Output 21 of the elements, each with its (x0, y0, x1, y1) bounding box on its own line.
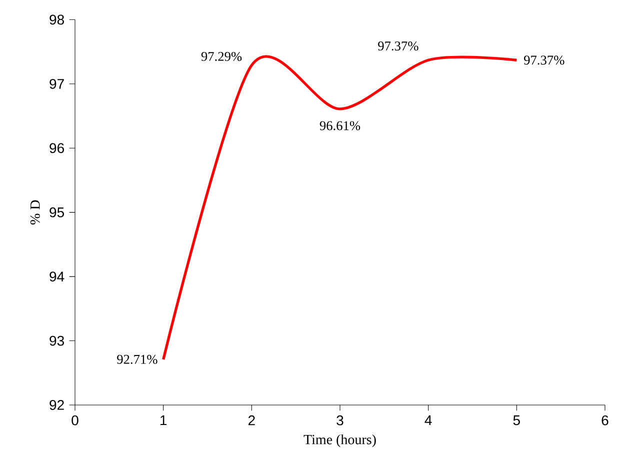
data-label: 92.71% (117, 354, 158, 364)
x-axis-title: Time (hours) (304, 434, 376, 448)
y-tick-label: 94 (50, 272, 64, 282)
y-tick-label: 92 (50, 400, 64, 410)
x-tick-label: 3 (336, 415, 344, 426)
y-tick-label: 93 (50, 336, 64, 346)
y-tick-label: 96 (50, 143, 64, 154)
x-tick-label: 6 (602, 415, 608, 426)
y-tick-label: 95 (50, 207, 64, 218)
data-label: 97.37% (378, 41, 418, 51)
x-tick-label: 0 (72, 415, 78, 426)
x-tick-label: 5 (513, 415, 520, 426)
data-label: 96.61% (320, 121, 360, 130)
x-tick-label: 1 (160, 415, 167, 426)
data-label: 97.37% (524, 56, 564, 65)
x-tick-label: 4 (424, 415, 432, 426)
y-tick-label: 97 (50, 78, 64, 89)
y-tick-label: 98 (50, 14, 64, 25)
data-label: 97.29% (201, 52, 242, 61)
y-axis-title: % D (30, 200, 40, 224)
x-tick-label: 2 (248, 415, 255, 426)
